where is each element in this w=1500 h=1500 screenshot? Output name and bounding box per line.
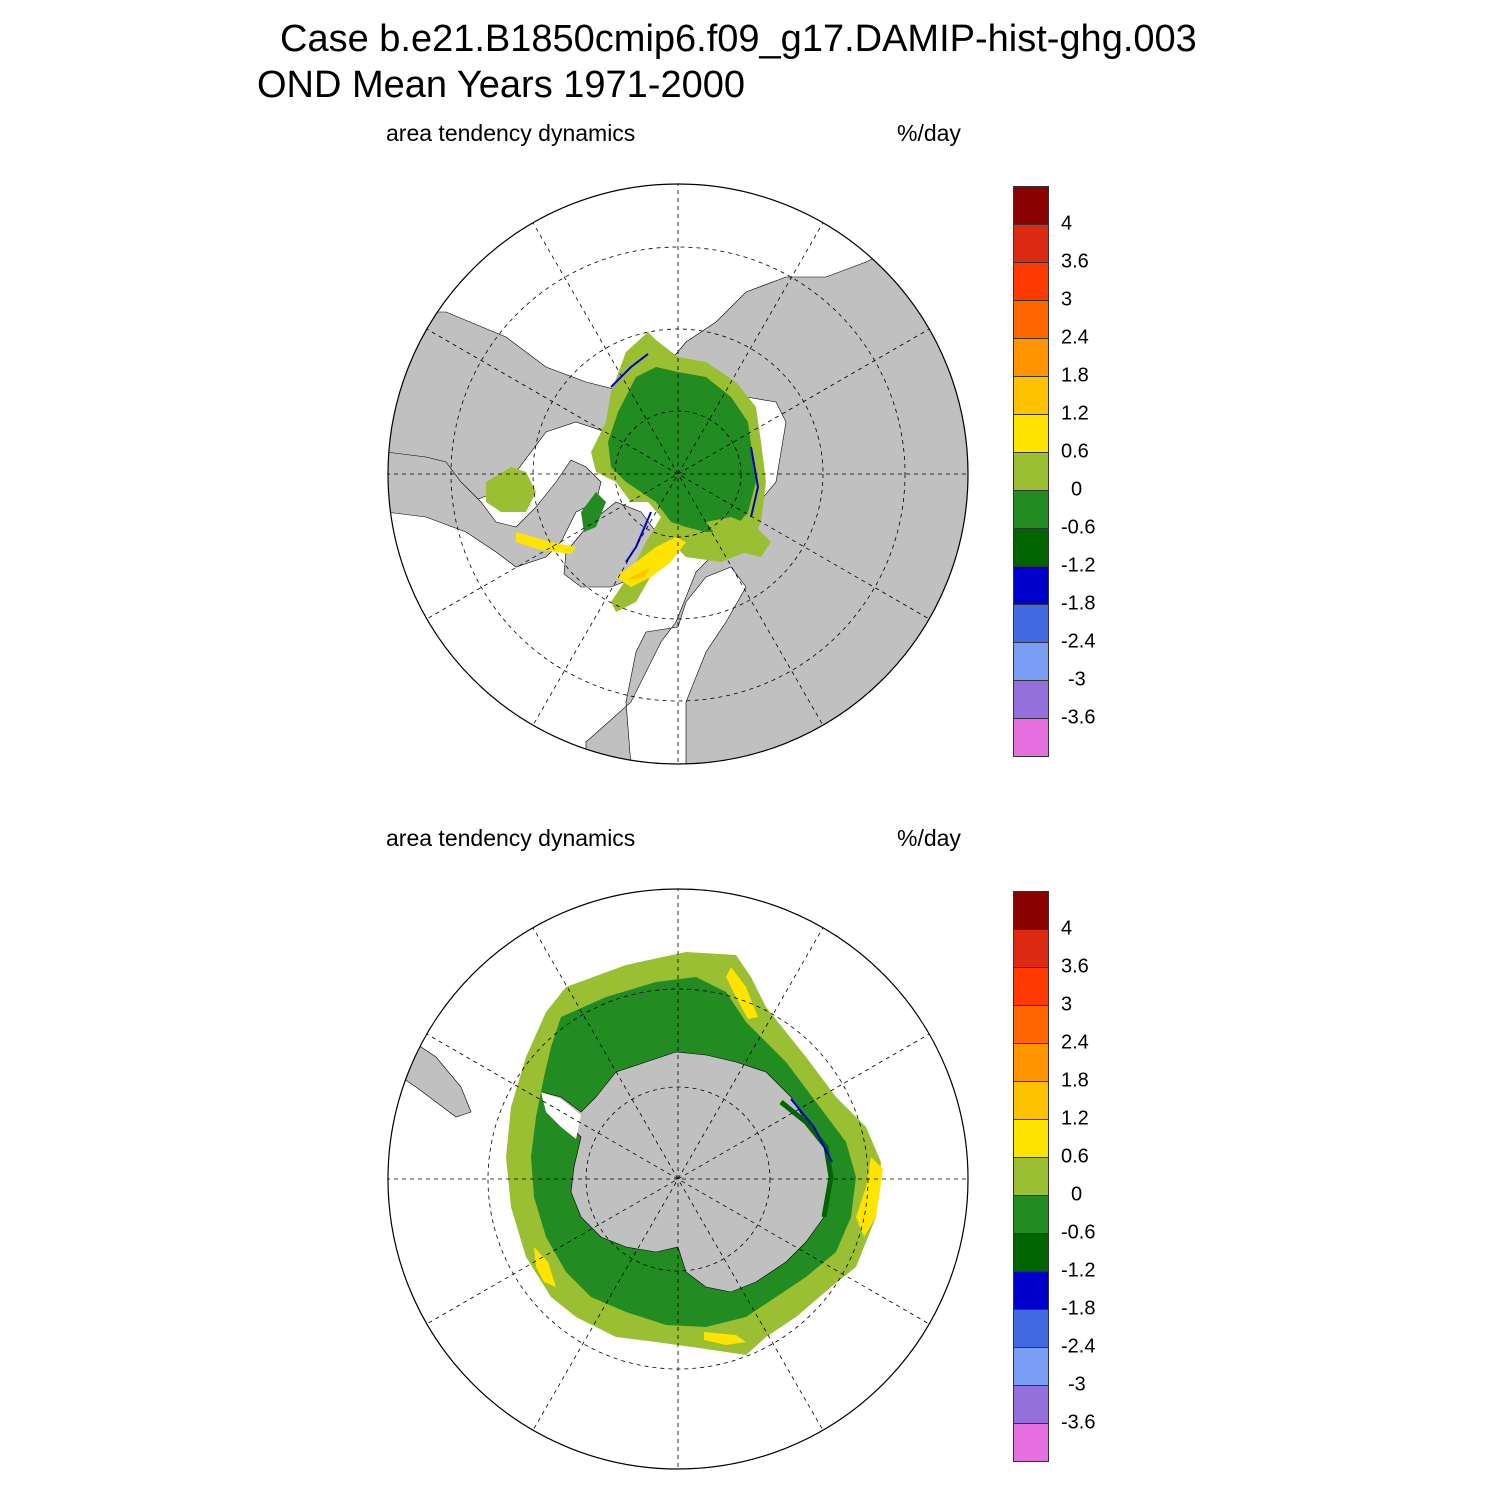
colorbar-swatch [1013, 1157, 1049, 1196]
colorbar-tick-label: 2.4 [1061, 326, 1089, 349]
colorbar-tick-label: -2.4 [1061, 1335, 1096, 1358]
colorbar-swatch [1013, 1309, 1049, 1348]
colorbar-tick-label: -1.8 [1061, 592, 1096, 615]
colorbar-swatch [1013, 680, 1049, 719]
colorbar-tick-label: -1.8 [1061, 1297, 1096, 1320]
south-variable-label: area tendency dynamics [386, 825, 636, 851]
colorbar-swatch [1013, 1081, 1049, 1120]
colorbar-tick-label: -0.6 [1061, 516, 1096, 539]
colorbar-swatch [1013, 642, 1049, 681]
south-ice-yellow-s [704, 1332, 746, 1345]
colorbar-tick-label: -0.6 [1061, 1221, 1096, 1244]
baffin-green [581, 492, 606, 532]
south-colorbar: 4 3.6 3 2.4 1.8 1.2 0.6 0 -0.6 -1.2 -1.8… [1013, 891, 1095, 1463]
colorbar-swatch [1013, 1385, 1049, 1424]
south-polar-map [387, 888, 969, 1470]
colorbar-swatch [1013, 186, 1049, 225]
colorbar-swatch [1013, 1005, 1049, 1044]
arctic-ice-green [608, 367, 756, 532]
case-title: Case b.e21.B1850cmip6.f09_g17.DAMIP-hist… [280, 18, 1197, 60]
hudson-bay-olive [486, 467, 536, 512]
colorbar-tick-label: 0.6 [1061, 1145, 1089, 1168]
colorbar-swatch [1013, 604, 1049, 643]
north-colorbar: 4 3.6 3 2.4 1.8 1.2 0.6 0 -0.6 -1.2 -1.8… [1013, 186, 1095, 758]
colorbar-tick-label: -3 [1068, 668, 1086, 691]
colorbar-swatch [1013, 718, 1049, 757]
south-graticule [388, 889, 968, 1469]
colorbar-tick-label: 4 [1061, 212, 1073, 235]
north-graticule [388, 184, 968, 764]
north-units-label: %/day [897, 120, 961, 146]
antarctic-coast-blue [790, 1098, 833, 1163]
south-ice-yellow-sw [534, 1247, 556, 1287]
colorbar-tick-label: 0 [1071, 1183, 1083, 1206]
colorbar-swatch [1013, 1119, 1049, 1158]
colorbar-swatch [1013, 1271, 1049, 1310]
colorbar-tick-label: 2.4 [1061, 1031, 1089, 1054]
colorbar-tick-label: -1.2 [1061, 1259, 1096, 1282]
colorbar-swatch [1013, 452, 1049, 491]
colorbar-swatch [1013, 1347, 1049, 1386]
colorbar-tick-label: 0.6 [1061, 440, 1089, 463]
south-ice-yellow-east [856, 1157, 883, 1237]
north-america-land [388, 451, 602, 568]
barents-olive [706, 517, 771, 557]
north-polar-map [387, 183, 969, 765]
colorbar-swatch [1013, 566, 1049, 605]
colorbar-swatch [1013, 224, 1049, 263]
south-units-label: %/day [897, 825, 961, 851]
colorbar-swatch [1013, 929, 1049, 968]
colorbar-swatch [1013, 528, 1049, 567]
colorbar-tick-label: 3.6 [1061, 955, 1089, 978]
north-variable-label: area tendency dynamics [386, 120, 636, 146]
period-title: OND Mean Years 1971-2000 [257, 64, 745, 106]
colorbar-swatch [1013, 891, 1049, 930]
labrador-yellow [516, 532, 576, 554]
colorbar-tick-label: -3.6 [1061, 706, 1096, 729]
colorbar-tick-label: 3 [1061, 993, 1073, 1016]
colorbar-tick-label: 1.2 [1061, 1107, 1089, 1130]
colorbar-tick-label: -1.2 [1061, 554, 1096, 577]
colorbar-swatch [1013, 1233, 1049, 1272]
colorbar-swatch [1013, 1043, 1049, 1082]
greenland-sea-orange [626, 567, 651, 580]
colorbar-swatch [1013, 1195, 1049, 1234]
weddell-white [541, 1092, 581, 1139]
colorbar-swatch [1013, 262, 1049, 301]
colorbar-tick-label: 4 [1061, 917, 1073, 940]
colorbar-tick-label: -3.6 [1061, 1411, 1096, 1434]
colorbar-tick-label: -2.4 [1061, 630, 1096, 653]
colorbar-tick-label: 3 [1061, 288, 1073, 311]
colorbar-tick-label: 1.2 [1061, 402, 1089, 425]
colorbar-swatch [1013, 1423, 1049, 1462]
colorbar-swatch [1013, 414, 1049, 453]
colorbar-swatch [1013, 300, 1049, 339]
colorbar-tick-label: 1.8 [1061, 364, 1089, 387]
greenland-sea-yellow [616, 537, 686, 587]
colorbar-tick-label: -3 [1068, 1373, 1086, 1396]
colorbar-swatch [1013, 338, 1049, 377]
colorbar-swatch [1013, 967, 1049, 1006]
colorbar-tick-label: 1.8 [1061, 1069, 1089, 1092]
antarctic-coast-darkgreen [779, 1100, 834, 1218]
colorbar-swatch [1013, 490, 1049, 529]
colorbar-swatch [1013, 376, 1049, 415]
colorbar-tick-label: 3.6 [1061, 250, 1089, 273]
south-ice-yellow-ne [726, 967, 758, 1019]
colorbar-tick-label: 0 [1071, 478, 1083, 501]
